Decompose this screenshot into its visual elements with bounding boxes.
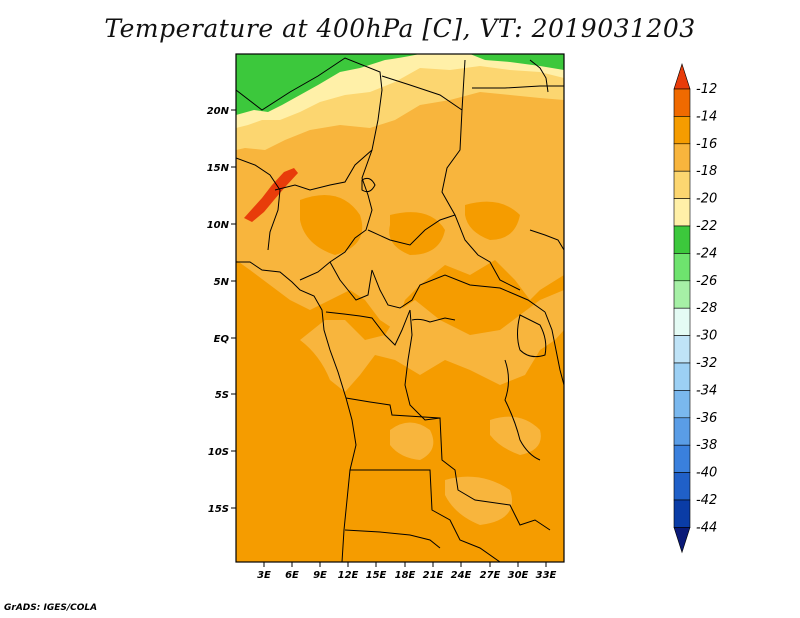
colorbar-swatch: [673, 88, 691, 117]
colorbar-label: -36: [696, 411, 717, 426]
colorbar-swatch: [673, 390, 691, 419]
lon-label: 15E: [366, 570, 387, 581]
colorbar-label: -32: [696, 356, 717, 371]
field-band-12-14: [244, 168, 298, 222]
border-15: [529, 229, 564, 251]
colorbar: -12 -14 -16 -18 -20 -22 -24 -26 -28 -30 -32 -34 -36 -…: [673, 63, 717, 554]
border-1: [236, 57, 383, 281]
lat-label: 10S: [208, 447, 229, 458]
border-2: [381, 59, 521, 291]
field-dark-patch-2: [389, 212, 445, 255]
field-patch-south: [390, 422, 434, 460]
lat-label: 5S: [215, 390, 229, 401]
colorbar-swatch: [673, 198, 691, 227]
lon-label: 12E: [338, 570, 359, 581]
colorbar-swatch: [673, 444, 691, 473]
colorbar-swatch: [673, 472, 691, 501]
colorbar-swatch: [673, 225, 691, 254]
colorbar-swatch: [673, 362, 691, 391]
colorbar-swatch: [673, 253, 691, 282]
colorbar-swatch: [673, 335, 691, 364]
footer-credit: GrADS: IGES/COLA: [4, 603, 98, 613]
lake-east-1: [504, 359, 541, 461]
colorbar-label: -24: [696, 246, 717, 261]
lon-label: 18E: [395, 570, 416, 581]
lon-label: 9E: [313, 570, 327, 581]
colorbar-swatch: [673, 116, 691, 145]
lat-label: 15N: [207, 163, 230, 174]
field-band-22-24: [236, 54, 420, 115]
map-title: Temperature at 400hPa [C], VT: 201903120…: [104, 14, 696, 43]
lon-label: 6E: [285, 570, 299, 581]
colorbar-swatch: [673, 307, 691, 336]
border-16: [529, 59, 549, 93]
colorbar-label: -14: [696, 109, 717, 124]
border-14: [544, 311, 564, 386]
lon-label: 33E: [536, 570, 557, 581]
lon-label: 27E: [480, 570, 501, 581]
border-4: [274, 149, 373, 191]
colorbar-label: -18: [696, 164, 717, 179]
lon-label: 30E: [508, 570, 529, 581]
lake-chad: [361, 177, 376, 193]
lon-label: 24E: [451, 570, 472, 581]
border-7: [329, 261, 373, 301]
coastline-west: [236, 261, 357, 562]
field-patch-east: [490, 416, 541, 455]
border-10: [404, 309, 551, 531]
colorbar-label: -44: [696, 520, 717, 535]
border-8: [325, 309, 411, 346]
lon-axis: 3E 6E 9E 12E 15E 18E 21E 24E 27E 30E 33E: [257, 562, 557, 581]
lake-east-2: [517, 314, 547, 358]
lat-label: 10N: [207, 220, 230, 231]
colorbar-cap-top: [673, 63, 691, 90]
river-1: [411, 317, 456, 323]
colorbar-label: -22: [696, 219, 717, 234]
colorbar-label: -26: [696, 274, 717, 289]
border-13: [344, 529, 441, 549]
border-6: [371, 269, 546, 313]
field-green-northeast: [470, 54, 564, 70]
colorbar-label: -42: [696, 493, 717, 508]
lat-label: 5N: [214, 277, 230, 288]
colorbar-label: -30: [696, 329, 717, 344]
colorbar-label: -20: [696, 192, 717, 207]
colorbar-label: -38: [696, 438, 717, 453]
lat-label: 20N: [207, 106, 230, 117]
colorbar-swatch: [673, 417, 691, 446]
lon-label: 3E: [257, 570, 271, 581]
colorbar-swatch: [673, 170, 691, 199]
border-9: [472, 85, 564, 89]
colorbar-cap-bottom: [673, 527, 691, 554]
field-dark-patch-1: [300, 195, 363, 255]
border-5: [236, 157, 281, 251]
colorbar-label: -34: [696, 383, 717, 398]
colorbar-label: -12: [696, 82, 717, 97]
lon-label: 21E: [423, 570, 444, 581]
colorbar-swatch: [673, 143, 691, 172]
border-3: [367, 214, 456, 246]
field-band-16-18-south: [300, 290, 564, 392]
lat-axis: 20N 15N 10N 5N EQ 5S 10S 15S: [207, 106, 236, 515]
colorbar-label: -40: [696, 466, 717, 481]
border-11: [345, 397, 441, 419]
field-dark-patch-3: [465, 201, 520, 240]
lat-label: 15S: [208, 504, 229, 515]
lat-label: EQ: [214, 334, 230, 345]
border-12: [350, 469, 501, 562]
colorbar-label: -28: [696, 301, 717, 316]
colorbar-swatch: [673, 499, 691, 528]
colorbar-swatch: [673, 280, 691, 309]
map-frame: [235, 53, 565, 563]
boundaries: [236, 57, 564, 562]
colorbar-label: -16: [696, 137, 717, 152]
